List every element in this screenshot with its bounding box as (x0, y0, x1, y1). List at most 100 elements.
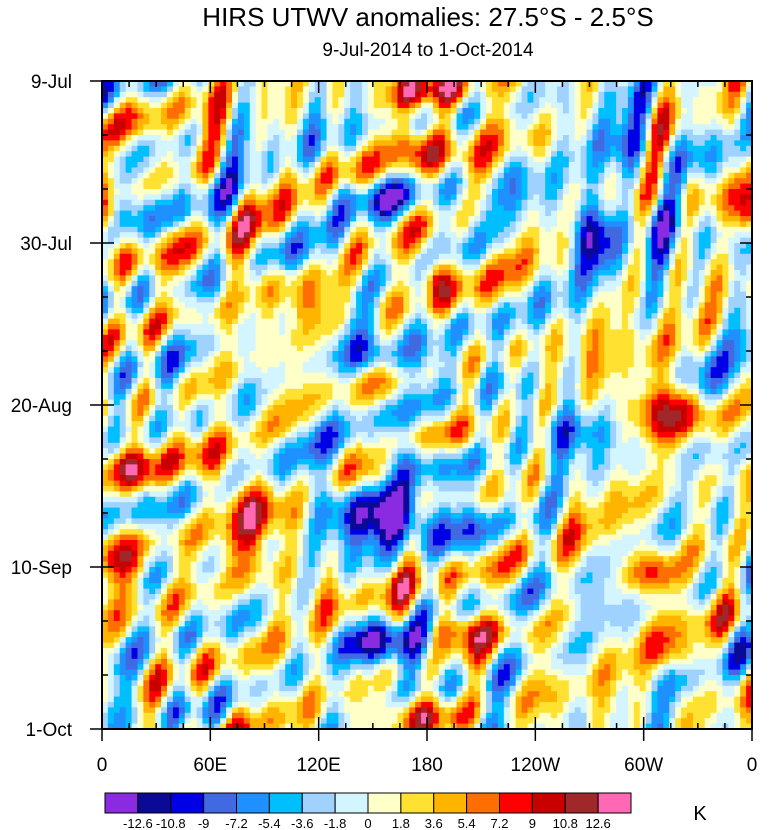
heatmap-cell (580, 302, 588, 309)
heatmap-cell (190, 221, 198, 228)
heatmap-cell (261, 205, 269, 212)
heatmap-cell (692, 259, 700, 266)
heatmap-cell (722, 156, 729, 163)
heatmap-cell (527, 286, 534, 293)
heatmap-cell (710, 221, 718, 228)
heatmap-cell (149, 145, 156, 152)
heatmap-cell (267, 183, 274, 190)
heatmap-cell (409, 189, 416, 195)
heatmap-cell (562, 86, 570, 93)
heatmap-cell (669, 167, 676, 174)
heatmap-cell (137, 145, 144, 152)
heatmap-cell (379, 237, 387, 244)
heatmap-cell (107, 221, 115, 228)
heatmap-cell (509, 129, 517, 136)
heatmap-cell (521, 248, 529, 255)
heatmap-cell (297, 113, 304, 120)
heatmap-cell (113, 243, 121, 249)
heatmap-cell (308, 183, 316, 190)
heatmap-cell (604, 108, 611, 114)
heatmap-cell (681, 145, 688, 152)
heatmap-cell (149, 118, 156, 125)
heatmap-cell (285, 199, 292, 206)
heatmap-cell (249, 194, 257, 201)
heatmap-cell (202, 259, 209, 266)
heatmap-cell (492, 86, 499, 93)
heatmap-cell (728, 248, 735, 255)
heatmap-cell (497, 102, 505, 109)
heatmap-cell (663, 91, 670, 98)
heatmap-cell (704, 280, 712, 287)
heatmap-cell (639, 178, 647, 185)
heatmap-cell (249, 97, 257, 104)
heatmap-cell (202, 145, 209, 152)
heatmap-cell (326, 313, 334, 320)
heatmap-cell (734, 81, 741, 87)
heatmap-cell (545, 226, 552, 233)
heatmap-cell (568, 286, 576, 293)
heatmap-cell (149, 162, 156, 168)
heatmap-cell (119, 216, 127, 222)
heatmap-cell (137, 102, 144, 109)
heatmap-cell (450, 108, 458, 114)
heatmap-cell (302, 113, 310, 120)
heatmap-cell (308, 205, 316, 212)
heatmap-cell (432, 97, 440, 104)
heatmap-cell (220, 135, 227, 141)
heatmap-cell (515, 135, 523, 141)
heatmap-cell (509, 97, 517, 104)
heatmap-cell (710, 189, 718, 195)
heatmap-cell (403, 156, 410, 163)
heatmap-cell (669, 135, 676, 141)
heatmap-cell (131, 275, 139, 282)
heatmap-cell (645, 253, 653, 260)
heatmap-cell (356, 243, 363, 249)
heatmap-cell (746, 248, 753, 255)
heatmap-cell (633, 243, 641, 249)
heatmap-cell (562, 151, 570, 158)
heatmap-cell (297, 302, 304, 309)
heatmap-cell (728, 118, 735, 125)
heatmap-cell (184, 113, 192, 120)
heatmap-cell (562, 297, 570, 303)
heatmap-cell (492, 178, 499, 185)
heatmap-cell (102, 151, 109, 158)
heatmap-cell (367, 189, 375, 195)
heatmap-cell (480, 318, 487, 325)
heatmap-cell (373, 205, 381, 212)
heatmap-cell (367, 280, 375, 287)
heatmap-cell (255, 291, 263, 298)
heatmap-cell (119, 145, 127, 152)
heatmap-cell (344, 108, 351, 114)
heatmap-cell (391, 113, 399, 120)
heatmap-cell (610, 297, 617, 303)
heatmap-cell (598, 108, 605, 114)
heatmap-cell (279, 124, 286, 131)
heatmap-cell (568, 270, 576, 276)
heatmap-cell (214, 102, 221, 109)
heatmap-cell (131, 162, 139, 168)
heatmap-cell (527, 140, 534, 147)
heatmap-cell (267, 313, 274, 320)
heatmap-cell (574, 156, 582, 163)
heatmap-cell (232, 275, 239, 282)
heatmap-cell (687, 243, 694, 249)
heatmap-cell (610, 189, 617, 195)
heatmap-cell (604, 86, 611, 93)
heatmap-cell (669, 243, 676, 249)
heatmap-cell (137, 124, 144, 131)
heatmap-cell (137, 302, 144, 309)
heatmap-cell (627, 167, 635, 174)
heatmap-cell (285, 318, 292, 325)
heatmap-cell (687, 297, 694, 303)
heatmap-cell (728, 113, 735, 120)
heatmap-cell (409, 113, 416, 120)
heatmap-cell (692, 108, 700, 114)
heatmap-cell (143, 237, 150, 244)
heatmap-cell (509, 145, 517, 152)
heatmap-cell (681, 243, 688, 249)
heatmap-cell (385, 302, 393, 309)
heatmap-cell (728, 199, 735, 206)
heatmap-cell (716, 253, 724, 260)
heatmap-cell (237, 118, 245, 125)
